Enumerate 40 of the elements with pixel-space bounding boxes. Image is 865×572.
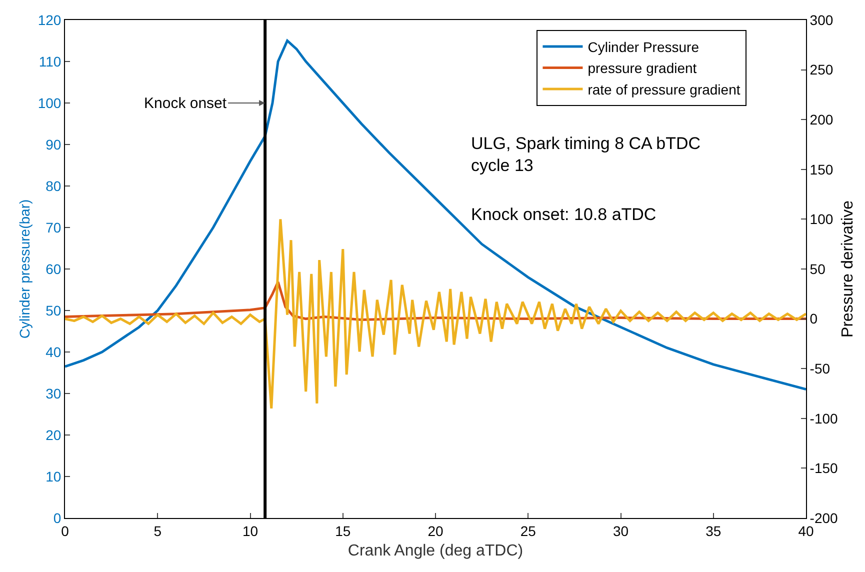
y2-tick-label: -100 [810, 410, 838, 426]
x-tick-label: 25 [520, 522, 536, 539]
x-tick-label: 20 [428, 522, 444, 539]
y-tick-label: 10 [46, 468, 62, 484]
x-tick-label: 35 [706, 522, 722, 539]
y2-axis-title: Pressure derivative [840, 200, 857, 338]
y-tick-label: 80 [46, 178, 62, 194]
y2-tick-label: 200 [810, 112, 834, 128]
y-tick-label: 50 [46, 302, 62, 318]
y2-tick-label: 300 [810, 12, 834, 28]
y-tick-label: 110 [38, 53, 62, 70]
annotation: ULG, Spark timing 8 CA bTDC cycle 13 [471, 134, 701, 176]
x-tick-label: 10 [242, 522, 258, 539]
legend-label: pressure gradient [588, 60, 697, 76]
x-tick-label: 30 [612, 522, 629, 539]
legend-label: rate of pressure gradient [588, 81, 740, 98]
line-series [65, 40, 806, 391]
y2-tick-label: 250 [810, 62, 834, 78]
y-tick-label: 40 [46, 344, 62, 360]
annotation: Knock onset: 10.8 aTDC [471, 205, 656, 224]
y-axis-title: Cylinder pressure(bar) [16, 199, 32, 339]
y-tick-label: 60 [46, 260, 62, 277]
y2-tick-label: 150 [810, 161, 834, 178]
y2-tick-label: -50 [810, 360, 830, 376]
x-tick-label: 5 [154, 522, 162, 539]
y-tick-label: 70 [46, 219, 62, 236]
y2-tick-label: 50 [810, 260, 826, 277]
x-tick-label: 15 [335, 522, 351, 539]
y2-tick-label: -150 [810, 460, 838, 476]
y2-tick-label: 100 [810, 211, 834, 228]
y-tick-label: 90 [46, 136, 62, 152]
y-tick-label: 100 [38, 94, 62, 111]
y-tick-label: 30 [46, 385, 62, 402]
y-tick-label: 120 [38, 12, 62, 28]
y-tick-label: 0 [53, 510, 62, 526]
y-tick-label: 20 [46, 426, 62, 443]
legend-label: Cylinder Pressure [588, 39, 700, 56]
y2-tick-label: 0 [810, 310, 818, 327]
x-axis-title: Crank Angle (deg aTDC) [348, 542, 524, 560]
annotation: Knock onset [144, 95, 228, 112]
